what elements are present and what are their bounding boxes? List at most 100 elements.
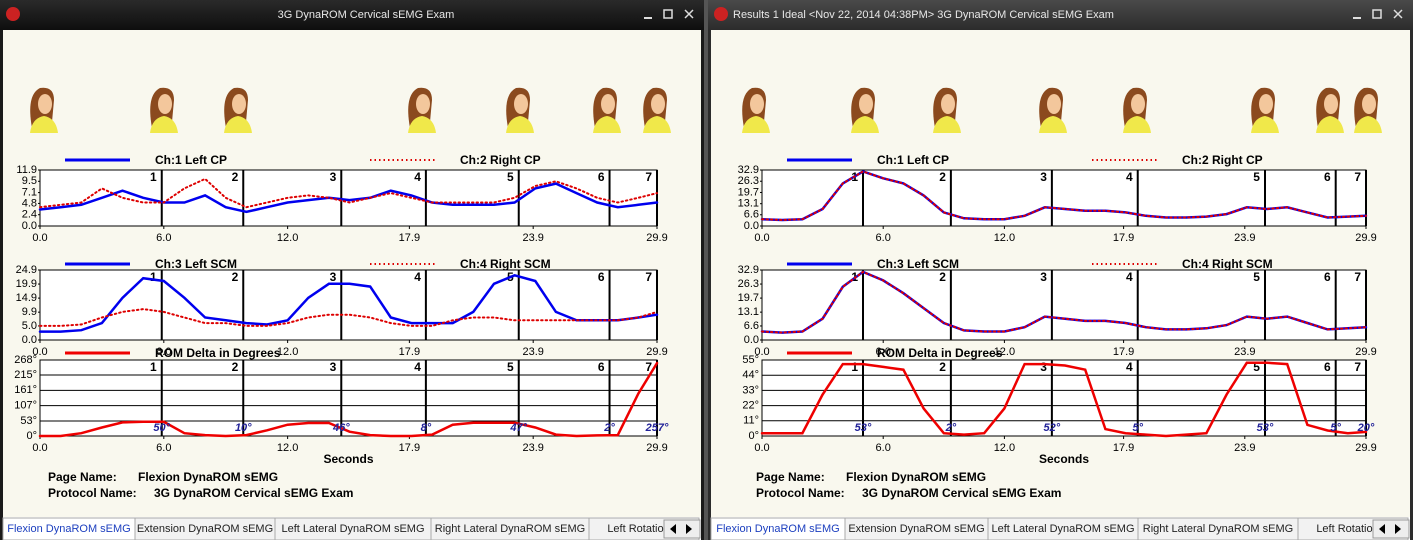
tab-label[interactable]: Flexion DynaROM sEMG xyxy=(716,523,839,535)
app-icon xyxy=(6,7,20,21)
y-tick-label: 11° xyxy=(743,415,759,427)
marker-label: 7 xyxy=(1354,360,1361,374)
face-icon-face xyxy=(232,94,246,114)
maximize-button[interactable] xyxy=(1372,9,1382,19)
tab-scroll-left[interactable] xyxy=(670,524,676,534)
tab-label[interactable]: Extension DynaROM sEMG xyxy=(848,523,984,535)
segment-value-label: 2° xyxy=(945,422,957,434)
y-tick-label: 32.9 xyxy=(738,264,759,276)
marker-label: 4 xyxy=(414,270,421,284)
y-tick-label: 2.4 xyxy=(22,209,37,221)
face-icon-face xyxy=(1259,94,1273,114)
tab-label[interactable]: Left Rotation D xyxy=(607,523,680,535)
y-tick-label: 0.0 xyxy=(744,334,759,346)
tab-label[interactable]: Right Lateral DynaROM sEMG xyxy=(435,523,585,535)
face-icon-shirt xyxy=(1039,116,1067,133)
tab-label[interactable]: Extension DynaROM sEMG xyxy=(137,523,273,535)
series-line xyxy=(38,273,659,333)
y-tick-label: 22° xyxy=(742,400,759,412)
page-name-label: Page Name: xyxy=(48,470,117,484)
x-tick-label: 23.9 xyxy=(1234,442,1255,454)
plot-area xyxy=(39,169,658,227)
x-tick-label: 29.9 xyxy=(1355,232,1376,244)
marker-label: 2 xyxy=(939,270,946,284)
x-axis-title: Seconds xyxy=(323,452,373,466)
legend-label: Ch:1 Left CP xyxy=(877,153,949,167)
y-tick-label: 11.9 xyxy=(16,164,37,176)
face-icon-face xyxy=(651,94,665,114)
close-button[interactable] xyxy=(684,9,694,19)
marker-label: 3 xyxy=(1040,270,1047,284)
series-line xyxy=(760,361,1368,438)
tab-label[interactable]: Left Rotation D xyxy=(1316,523,1389,535)
y-tick-label: 13.1 xyxy=(738,198,759,210)
protocol-name: 3G DynaROM Cervical sEMG Exam xyxy=(154,486,353,500)
x-tick-label: 0.0 xyxy=(754,442,769,454)
marker-label: 1 xyxy=(851,360,858,374)
y-tick-label: 4.8 xyxy=(22,197,37,209)
face-icon-face xyxy=(941,94,955,114)
legend-label: ROM Delta in Degrees xyxy=(155,346,281,360)
marker-label: 6 xyxy=(1324,270,1331,284)
tab-label[interactable]: Flexion DynaROM sEMG xyxy=(7,523,130,535)
page-name: Flexion DynaROM sEMG xyxy=(138,470,278,484)
y-tick-label: 9.5 xyxy=(22,175,37,187)
face-icon-face xyxy=(1047,94,1061,114)
window-title: 3G DynaROM Cervical sEMG Exam xyxy=(278,9,455,21)
face-icon-shirt xyxy=(1123,116,1151,133)
marker-label: 1 xyxy=(150,170,157,184)
tab-scroll-right[interactable] xyxy=(686,524,692,534)
face-icon-shirt xyxy=(224,116,252,133)
face-icon-face xyxy=(1324,94,1338,114)
face-icon-face xyxy=(1362,94,1376,114)
series-line xyxy=(38,182,659,214)
y-tick-label: 7.1 xyxy=(22,186,37,198)
face-icon-shirt xyxy=(851,116,879,133)
marker-label: 4 xyxy=(414,360,421,374)
x-tick-label: 6.0 xyxy=(876,232,891,244)
x-tick-label: 6.0 xyxy=(876,442,891,454)
close-button[interactable] xyxy=(1393,9,1403,19)
marker-label: 5 xyxy=(1253,360,1260,374)
face-icon-shirt xyxy=(933,116,961,133)
y-tick-label: 53° xyxy=(20,415,37,427)
segment-value-label: 10° xyxy=(235,422,252,434)
legend-label: Ch:3 Left SCM xyxy=(877,257,959,271)
x-tick-label: 23.9 xyxy=(522,346,543,358)
segment-value-label: 46° xyxy=(332,422,350,434)
x-tick-label: 29.9 xyxy=(646,346,667,358)
series-line xyxy=(761,270,1367,334)
tab-label[interactable]: Left Lateral DynaROM sEMG xyxy=(281,523,424,535)
x-tick-label: 6.0 xyxy=(156,442,171,454)
y-tick-label: 24.9 xyxy=(16,264,37,276)
legend-label: Ch:1 Left CP xyxy=(155,153,227,167)
segment-value-label: 47° xyxy=(509,422,527,434)
x-tick-label: 12.0 xyxy=(994,232,1015,244)
maximize-button[interactable] xyxy=(663,9,673,19)
y-tick-label: 268° xyxy=(14,354,37,366)
tab-label[interactable]: Right Lateral DynaROM sEMG xyxy=(1143,523,1293,535)
window-title: Results 1 Ideal <Nov 22, 2014 04:38PM> 3… xyxy=(733,9,1114,21)
x-tick-label: 17.9 xyxy=(1113,442,1134,454)
x-tick-label: 12.0 xyxy=(994,346,1015,358)
marker-label: 5 xyxy=(1253,170,1260,184)
marker-label: 2 xyxy=(939,170,946,184)
tab-label[interactable]: Left Lateral DynaROM sEMG xyxy=(991,523,1134,535)
face-icon-face xyxy=(416,94,430,114)
tab-scroll-left[interactable] xyxy=(1379,524,1385,534)
marker-label: 2 xyxy=(232,170,239,184)
face-icon-face xyxy=(38,94,52,114)
series-line xyxy=(39,177,658,209)
plot-area xyxy=(39,359,658,437)
y-tick-label: 9.9 xyxy=(22,306,37,318)
tab-scroll-right[interactable] xyxy=(1395,524,1401,534)
x-tick-label: 23.9 xyxy=(1234,232,1255,244)
marker-label: 6 xyxy=(1324,360,1331,374)
marker-label: 3 xyxy=(330,360,337,374)
marker-label: 6 xyxy=(598,360,605,374)
marker-label: 3 xyxy=(1040,170,1047,184)
y-tick-label: 0.0 xyxy=(22,220,37,232)
title-bar xyxy=(0,0,704,30)
face-icon-shirt xyxy=(506,116,534,133)
segment-value-label: 50° xyxy=(153,422,170,434)
